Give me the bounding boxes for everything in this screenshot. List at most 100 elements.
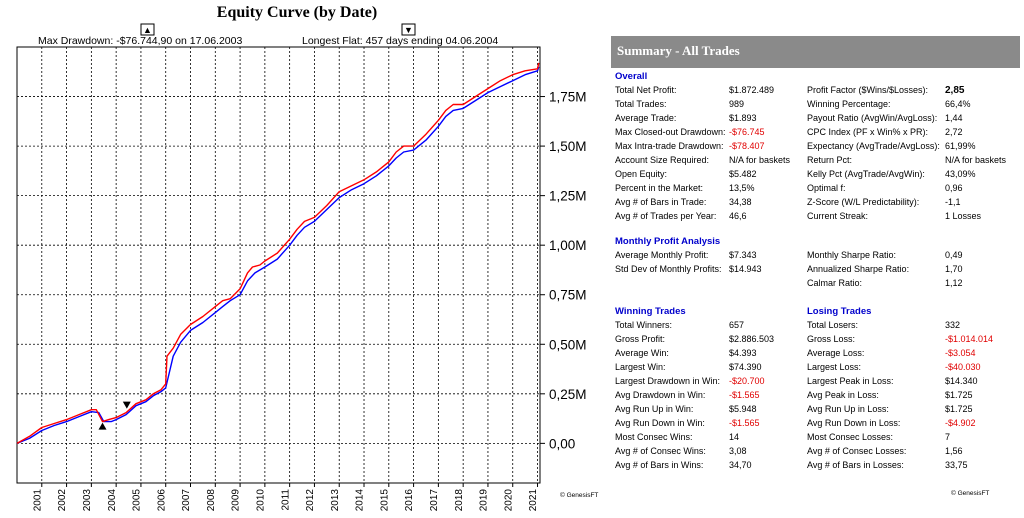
overall-right-value: 2,85 — [945, 85, 965, 96]
monthly-left-value: $7.343 — [729, 250, 757, 260]
x-tick-label: 2006 — [156, 489, 167, 512]
losing-value: -$3.054 — [945, 348, 976, 358]
x-tick-label: 2004 — [107, 489, 118, 512]
overall-right-label: Winning Percentage: — [807, 99, 891, 109]
summary-copyright: © GenesisFT — [951, 490, 990, 497]
winning-label: Avg Drawdown in Win: — [615, 390, 706, 400]
winning-label: Total Winners: — [615, 320, 673, 330]
winning-value: $4.393 — [729, 348, 757, 358]
overall-right-label: CPC Index (PF x Win% x PR): — [807, 127, 929, 137]
overall-left-label: Max Intra-trade Drawdown: — [615, 141, 724, 151]
losing-value: -$4.902 — [945, 418, 976, 428]
overall-left-label: Account Size Required: — [615, 155, 710, 165]
x-tick-label: 2003 — [82, 489, 93, 512]
monthly-left-label: Average Monthly Profit: — [615, 250, 709, 260]
overall-left-label: Percent in the Market: — [615, 183, 704, 193]
x-tick-label: 2019 — [479, 489, 490, 512]
x-tick-label: 2017 — [429, 489, 440, 512]
overall-right-value: 43,09% — [945, 169, 976, 179]
down-arrow-icon: ▼ — [404, 25, 413, 35]
overall-left-label: Max Closed-out Drawdown: — [615, 127, 726, 137]
overall-right-label: Profit Factor ($Wins/$Losses): — [807, 85, 929, 95]
losing-label: Largest Peak in Loss: — [807, 376, 894, 386]
winning-value: $5.948 — [729, 404, 757, 414]
overall-left-value: -$76.745 — [729, 127, 765, 137]
overall-left-value: 46,6 — [729, 211, 747, 221]
winning-label: Avg # of Bars in Wins: — [615, 460, 704, 470]
overall-right-value: 61,99% — [945, 141, 976, 151]
y-tick-label: 0,50M — [549, 337, 587, 352]
monthly-right-value: 0,49 — [945, 250, 963, 260]
section-losing-title: Losing Trades — [807, 306, 872, 317]
winning-label: Most Consec Wins: — [615, 432, 693, 442]
up-arrow-icon: ▲ — [143, 25, 152, 35]
winning-value: 3,08 — [729, 446, 747, 456]
chart-copyright: © GenesisFT — [560, 491, 598, 499]
section-winning-title: Winning Trades — [615, 306, 686, 317]
monthly-right-value: 1,12 — [945, 278, 963, 288]
overall-left-label: Avg # of Bars in Trade: — [615, 197, 707, 207]
section-monthly-title: Monthly Profit Analysis — [615, 236, 721, 247]
losing-label: Avg # of Bars in Losses: — [807, 460, 904, 470]
x-tick-label: 2002 — [57, 489, 68, 512]
y-tick-label: 1,75M — [549, 90, 587, 105]
overall-right-label: Expectancy (AvgTrade/AvgLoss): — [807, 141, 940, 151]
equity-chart-panel: Equity Curve (by Date) Max Drawdown: -$76… — [16, 4, 598, 512]
monthly-right-value: 1,70 — [945, 264, 963, 274]
overall-left-label: Open Equity: — [615, 169, 668, 179]
max-drawdown-arrow-box — [140, 23, 155, 36]
x-tick-label: 2012 — [305, 489, 316, 512]
winning-value: 14 — [729, 432, 740, 442]
overall-left-value: 34,38 — [729, 197, 752, 207]
losing-value: 1,56 — [945, 446, 963, 456]
winning-label: Avg # of Consec Wins: — [615, 446, 706, 456]
losing-value: -$40.030 — [945, 362, 981, 372]
monthly-right-label: Monthly Sharpe Ratio: — [807, 250, 897, 260]
x-tick-label: 2016 — [404, 489, 415, 512]
losing-label: Avg Run Up in Loss: — [807, 404, 889, 414]
winning-label: Avg Run Down in Win: — [615, 418, 705, 428]
overall-right-value: 66,4% — [945, 99, 971, 109]
overall-left-value: N/A for baskets — [729, 155, 791, 165]
x-tick-label: 2020 — [503, 489, 514, 512]
x-tick-label: 2010 — [256, 489, 267, 512]
losing-label: Most Consec Losses: — [807, 432, 894, 442]
max-drawdown-marker — [98, 422, 107, 430]
monthly-right-label: Calmar Ratio: — [807, 278, 863, 288]
longest-flat-arrow-box — [401, 23, 416, 36]
longest-flat-marker — [122, 401, 131, 409]
overall-left-label: Average Trade: — [615, 113, 677, 123]
winning-value: 34,70 — [729, 460, 752, 470]
x-tick-label: 2001 — [32, 489, 43, 512]
overall-right-label: Kelly Pct (AvgTrade/AvgWin): — [807, 169, 925, 179]
y-tick-label: 1,00M — [549, 238, 587, 253]
overall-left-label: Avg # of Trades per Year: — [615, 211, 717, 221]
winning-label: Largest Drawdown in Win: — [615, 376, 721, 386]
y-tick-label: 1,25M — [549, 189, 587, 204]
losing-value: $14.340 — [945, 376, 978, 386]
x-tick-label: 2011 — [280, 489, 291, 511]
monthly-right-label: Annualized Sharpe Ratio: — [807, 264, 910, 274]
overall-left-label: Total Net Profit: — [615, 85, 677, 95]
overall-right-label: Z-Score (W/L Predictability): — [807, 197, 920, 207]
overall-right-value: 2,72 — [945, 127, 963, 137]
x-tick-label: 2005 — [132, 489, 143, 512]
losing-label: Average Loss: — [807, 348, 865, 358]
losing-value: $1.725 — [945, 404, 973, 414]
summary-header: Summary - All Trades — [611, 36, 1020, 68]
overall-left-value: 989 — [729, 99, 745, 109]
losing-value: 7 — [945, 432, 951, 442]
overall-right-value: 1 Losses — [945, 211, 982, 221]
plot-frame — [16, 46, 541, 484]
losing-label: Total Losers: — [807, 320, 859, 330]
y-tick-label: 0,75M — [549, 288, 587, 303]
overall-right-label: Payout Ratio (AvgWin/AvgLoss): — [807, 113, 938, 123]
series-line-blue — [16, 66, 540, 445]
series-line-red — [16, 62, 540, 445]
x-tick-label: 2007 — [181, 489, 192, 512]
equity-chart: Equity Curve (by Date) Max Drawdown: -$76… — [16, 4, 598, 512]
losing-value: -$1.014.014 — [945, 334, 994, 344]
winning-value: -$1.565 — [729, 390, 760, 400]
losing-label: Avg # of Consec Losses: — [807, 446, 907, 456]
x-tick-label: 2008 — [206, 489, 217, 512]
